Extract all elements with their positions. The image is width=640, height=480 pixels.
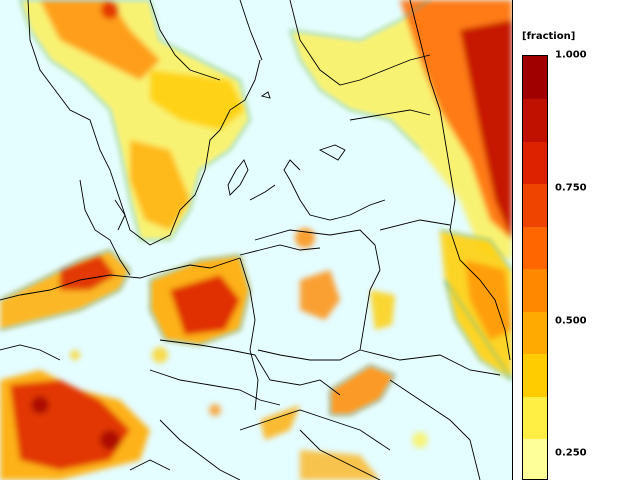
legend-swatch <box>523 98 547 142</box>
legend-tick-label: 1.000 <box>555 49 587 61</box>
legend-swatch <box>523 183 547 227</box>
color-legend: [fraction] 1.000 0.750 0.500 0.250 <box>514 0 640 480</box>
fraction-field <box>0 0 512 480</box>
legend-tick-label: 0.750 <box>555 182 587 194</box>
legend-swatch <box>523 226 547 269</box>
legend-color-bar <box>522 55 548 480</box>
fraction-map <box>0 0 512 480</box>
legend-unit-label: [fraction] <box>522 31 576 42</box>
legend-swatch <box>523 438 547 479</box>
legend-swatch <box>523 141 547 184</box>
legend-swatch <box>523 396 547 439</box>
legend-tick-label: 0.250 <box>555 447 587 459</box>
legend-swatch <box>523 56 547 99</box>
legend-swatch <box>523 268 547 312</box>
legend-swatch <box>523 311 547 354</box>
contour-lines <box>0 0 512 416</box>
legend-swatch <box>523 353 547 397</box>
map-panel <box>0 0 513 480</box>
coastlines-borders <box>0 0 511 480</box>
legend-tick-label: 0.500 <box>555 315 587 327</box>
